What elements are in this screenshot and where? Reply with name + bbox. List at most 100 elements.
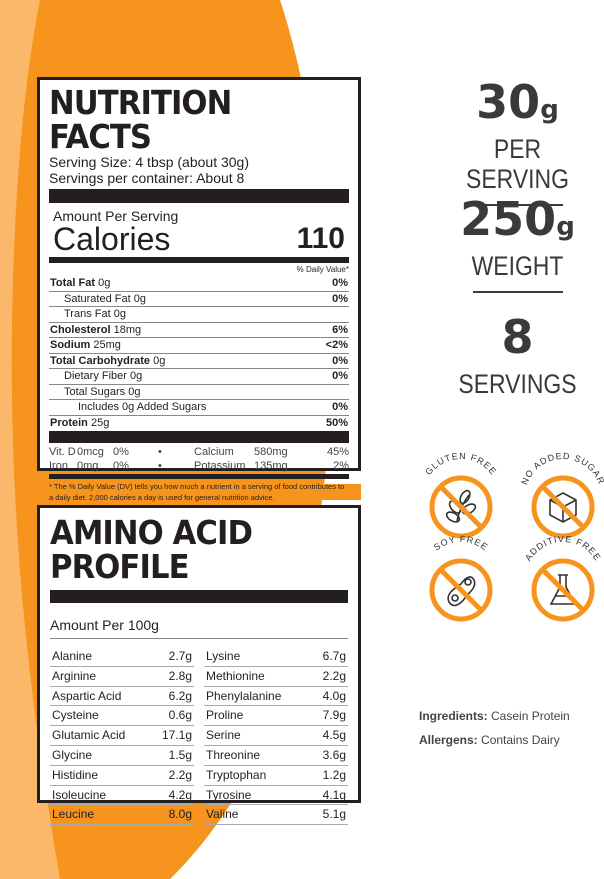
amino-row: Serine 4.5g [204,726,348,746]
vitamin-cell: 45% [326,446,349,458]
nutrient-name: Total Fat [50,277,96,289]
amino-row: Threonine 3.6g [204,746,348,766]
stat-number: 30 [476,75,541,129]
stat-label: WEIGHT [471,251,564,281]
vitamin-cell: 135mg [254,460,288,472]
vitamin-cell: 0mcg [77,446,104,458]
badge-no-added-sugar: NO ADDED SUGAR [518,451,604,547]
amino-amount: 0.6g [168,708,192,723]
daily-value-footnote: * The % Daily Value (DV) tells you how m… [49,482,345,502]
amino-row: Phenylalanine 4.0g [204,687,348,707]
stat-unit: g [540,95,559,125]
stat-value: 250g [430,195,604,251]
amino-name: Arginine [52,668,97,683]
amino-amount: 1.2g [322,767,346,782]
nutrient-dv: 0% [332,370,348,382]
ingredients-value: Casein Protein [491,709,570,723]
badge-label: SOY FREE [432,534,490,553]
amino-amount: 4.5g [322,728,346,743]
nutrient-amount: 0g [133,292,146,305]
amino-amount: 6.2g [168,688,192,703]
nutrient-name: Protein [50,416,88,429]
svg-text:GLUTEN FREE: GLUTEN FREE [423,452,499,477]
vitamin-cell: Vit. D [49,446,76,458]
amino-amount: 6.7g [322,649,346,663]
nutrient-dv: <2% [325,339,348,351]
amino-name: Proline [206,708,244,723]
amino-acid-panel: AMINO ACID PROFILE Amount Per 100g Alani… [37,505,361,826]
nutrient-label: Saturated Fat 0g [64,292,146,307]
nutrient-name: Trans Fat [64,308,111,320]
amino-name: Lysine [206,649,241,663]
nutrient-dv: 0% [332,277,348,289]
stat-number: 8 [501,310,534,364]
nutrient-row: Trans Fat 0g [49,306,349,322]
nutrient-label: Total Sugars 0g [64,385,140,400]
nutrient-label: Includes 0g Added Sugars [78,400,206,415]
nutrient-row: Cholesterol 18mg 6% [49,321,349,338]
amino-name: Valine [206,807,239,822]
amino-amount: 3.6g [322,747,346,762]
vitamin-cell: 2% [333,460,349,472]
nutrient-name: Cholesterol [50,323,111,336]
nutrient-label: Total Carbohydrate 0g [50,354,165,369]
nutrient-row: Dietary Fiber 0g 0% [49,368,349,384]
nutrient-dv: 0% [332,401,348,413]
allergens-label: Allergens: [419,733,478,747]
stat-block: 250g WEIGHT [430,195,604,293]
nutrient-amount: 0g [130,370,143,382]
vitamin-cell: 0% [113,446,129,458]
amino-amount: 8.0g [168,807,192,822]
nutrient-dv: 6% [332,323,348,336]
soybean-icon [447,576,476,607]
divider [49,431,349,443]
amino-name: Histidine [52,767,99,782]
badge-gluten-free: GLUTEN FREE [416,451,506,547]
amino-amount: 4.1g [322,787,346,802]
stat-label: PER SERVING [466,134,569,194]
nutrient-amount: 25mg [93,339,121,351]
badge-additive-free: ADDITIVE FREE [518,534,604,630]
nutrient-label: Protein 25g [50,416,109,431]
allergens-value: Contains Dairy [481,733,560,747]
badge-soy-free: SOY FREE [416,534,506,630]
amino-name: Methionine [206,668,265,683]
prohibited-slash [439,485,483,529]
amino-row: Isoleucine 4.2g [50,786,194,806]
amino-amount: 4.0g [322,688,346,703]
stat-block: 30g PER SERVING [430,78,604,206]
nutrient-dv: 50% [325,416,348,429]
nutrient-row: Total Sugars 0g [49,383,349,400]
amino-amount: 2.2g [322,668,346,683]
divider [49,189,349,203]
stat-block: 8 SERVINGS [430,313,604,399]
amino-name: Leucine [52,807,95,822]
prohibited-slash [541,485,585,529]
amino-amount: 17.1g [161,728,192,743]
amount-per-serving: Amount Per Serving [53,208,179,224]
ingredients: Ingredients: Casein Protein [419,709,570,723]
amount-per-100g: Amount Per 100g [50,615,348,639]
amino-row: Arginine 2.8g [50,667,194,687]
nutrient-row: Protein 25g 50% [49,414,349,431]
stat-unit: g [556,212,575,242]
amino-name: Cysteine [52,708,99,723]
nutrient-name: Saturated Fat [64,292,131,305]
nutrient-amount: 25g [90,416,110,429]
amino-title: AMINO ACID PROFILE [50,513,253,586]
nutrient-name: Dietary Fiber [64,370,127,382]
nutrient-row: Saturated Fat 0g 0% [49,290,349,307]
stat-divider [472,204,563,206]
nutrient-amount: 0g [153,354,166,367]
vitamin-row: Iron 0mg 0% • Potassium 135mg 2% [49,459,349,473]
prohibited-slash [439,568,483,612]
amino-amount: 5.1g [322,807,346,822]
amino-name: Alanine [52,649,93,663]
vitamin-cell: 0% [113,460,129,472]
badge-label: GLUTEN FREE [423,451,498,477]
svg-text:SOY FREE: SOY FREE [432,535,491,553]
nutrient-name: Total Carbohydrate [50,354,151,367]
divider [49,474,349,479]
prohibited-circle [429,475,493,539]
stat-value: 30g [430,78,604,134]
